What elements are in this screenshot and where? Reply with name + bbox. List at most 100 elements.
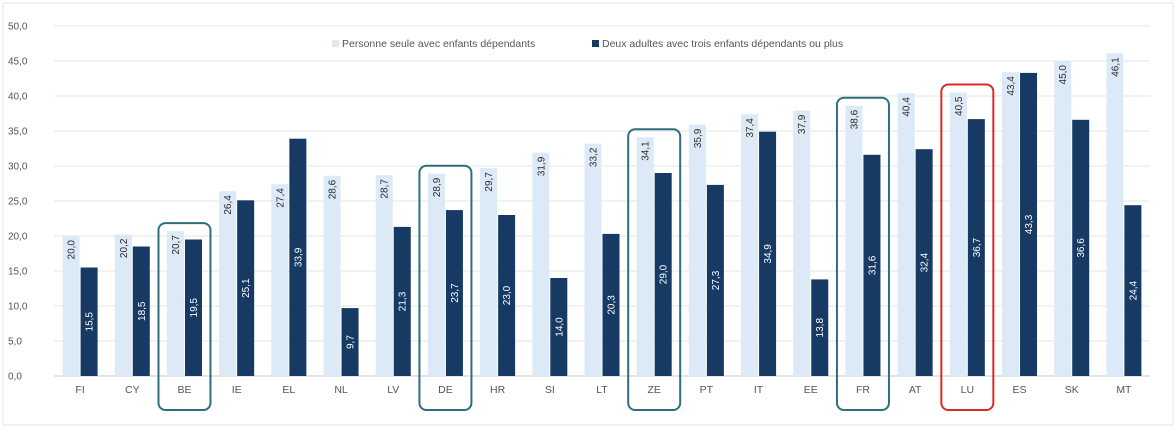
value-label-ze-series-0: 34,1 (641, 141, 652, 161)
bar-pt-series-1 (706, 184, 724, 376)
value-label-be-series-1: 19,5 (189, 298, 200, 318)
legend-swatch-0 (332, 40, 339, 47)
y-tick-label: 45,0 (8, 57, 28, 68)
x-axis: FI CY BE IE EL NL LV DE HR SI LT ZE PT IT EE FR AT LU ES SK… (75, 384, 1132, 396)
bar-si-series-0 (532, 152, 550, 376)
value-label-lu-series-1: 36,7 (972, 237, 983, 257)
value-label-be-series-0: 20,7 (171, 235, 182, 255)
bar-lt-series-0 (584, 143, 602, 376)
value-label-pt-series-1: 27,3 (711, 270, 722, 290)
y-tick-label: 15,0 (8, 267, 28, 278)
x-tick-label-it: IT (754, 384, 764, 396)
value-label-ie-series-0: 26,4 (223, 195, 234, 215)
value-label-lt-series-0: 33,2 (589, 147, 600, 167)
x-tick-label-ee: EE (804, 384, 818, 396)
value-label-si-series-1: 14,0 (554, 317, 565, 337)
value-label-hr-series-0: 29,7 (484, 172, 495, 192)
bar-fr-series-0 (845, 105, 863, 377)
x-tick-label-pt: PT (700, 384, 714, 396)
bar-fi-series-1 (80, 267, 98, 376)
highlight-box-be (157, 222, 212, 411)
y-tick-label: 25,0 (8, 197, 28, 208)
x-tick-label-lu: LU (961, 384, 974, 396)
bar-ie-series-0 (219, 191, 237, 376)
value-label-el-series-1: 33,9 (293, 247, 304, 267)
bar-hr-series-1 (498, 215, 516, 376)
x-tick-label-de: DE (438, 384, 453, 396)
bar-sk-series-1 (1072, 119, 1090, 377)
bar-el-series-0 (271, 184, 289, 376)
x-tick-label-hr: HR (490, 384, 506, 396)
value-label-sk-series-0: 45,0 (1058, 65, 1069, 85)
legend-label-0: Personne seule avec enfants dépendants (342, 38, 535, 50)
value-label-cy-series-0: 20,2 (119, 238, 130, 258)
value-label-lu-series-0: 40,5 (954, 96, 965, 116)
x-tick-label-lv: LV (387, 384, 399, 396)
value-label-hr-series-1: 23,0 (502, 285, 513, 305)
bar-nl-series-0 (323, 175, 341, 376)
bar-at-series-1 (915, 149, 933, 376)
legend-swatch-1 (592, 40, 599, 47)
bar-fi-series-0 (62, 236, 80, 376)
value-label-ze-series-1: 29,0 (659, 264, 670, 284)
bar-nl-series-1 (341, 308, 359, 376)
grid-lines (54, 25, 1150, 377)
x-tick-label-es: ES (1013, 384, 1027, 396)
y-tick-label: 20,0 (8, 232, 28, 243)
y-tick-label: 10,0 (8, 302, 28, 313)
value-label-it-series-1: 34,9 (763, 244, 774, 264)
bar-mt-series-0 (1106, 53, 1124, 377)
value-label-fr-series-0: 38,6 (849, 109, 860, 129)
bar-ie-series-1 (237, 200, 255, 376)
value-label-fi-series-1: 15,5 (85, 312, 96, 332)
value-label-cy-series-1: 18,5 (137, 301, 148, 321)
value-label-ee-series-1: 13,8 (815, 318, 826, 338)
value-label-es-series-0: 43,4 (1006, 76, 1017, 96)
x-tick-label-el: EL (282, 384, 295, 396)
value-labels: 20,0 15,5 20,2 18,5 20,7 19,5 26,4 25,1 27,4 33,9… (67, 57, 1140, 349)
value-label-fr-series-1: 31,6 (867, 255, 878, 275)
bar-el-series-1 (289, 138, 307, 376)
x-tick-label-ie: IE (232, 384, 242, 396)
bar-it-series-0 (741, 114, 759, 376)
y-axis: 0,0 5,0 10,0 15,0 20,0 25,0 30,0 35,0 40,0 45,0 50… (8, 22, 28, 383)
x-tick-label-sk: SK (1065, 384, 1079, 396)
x-tick-label-at: AT (909, 384, 922, 396)
bar-de-series-0 (427, 173, 445, 376)
bar-es-series-1 (1020, 72, 1038, 377)
value-label-lt-series-1: 20,3 (607, 295, 618, 315)
x-tick-label-si: SI (545, 384, 555, 396)
bar-at-series-0 (897, 93, 915, 376)
bar-fr-series-1 (863, 154, 881, 376)
legend-label-1: Deux adultes avec trois enfants dépendan… (602, 38, 843, 50)
bar-ze-series-0 (636, 137, 654, 376)
bar-lv-series-1 (393, 226, 411, 376)
value-label-de-series-1: 23,7 (450, 283, 461, 303)
value-label-si-series-0: 31,9 (536, 156, 547, 176)
bar-it-series-1 (759, 131, 777, 376)
bar-de-series-1 (445, 210, 463, 376)
bar-cy-series-1 (132, 246, 150, 376)
bars (62, 53, 1142, 377)
value-label-ie-series-1: 25,1 (241, 278, 252, 298)
bar-cy-series-0 (114, 234, 132, 376)
bar-ze-series-1 (654, 173, 672, 376)
y-tick-label: 35,0 (8, 127, 28, 138)
bar-lu-series-1 (967, 119, 985, 376)
highlight-box-de (418, 164, 473, 411)
y-tick-label: 5,0 (8, 337, 22, 348)
bar-pt-series-0 (688, 124, 706, 376)
value-label-mt-series-0: 46,1 (1110, 57, 1121, 77)
bar-ee-series-0 (793, 110, 811, 376)
bar-sk-series-0 (1054, 61, 1072, 376)
legend: Personne seule avec enfants dépendants D… (332, 38, 843, 50)
value-label-lv-series-0: 28,7 (380, 179, 391, 199)
x-tick-label-fi: FI (75, 384, 84, 396)
x-tick-label-fr: FR (856, 384, 870, 396)
x-tick-label-lt: LT (596, 384, 608, 396)
value-label-mt-series-1: 24,4 (1128, 280, 1139, 300)
value-label-nl-series-0: 28,6 (328, 179, 339, 199)
x-tick-label-ze: ZE (647, 384, 660, 396)
highlight-boxes (157, 83, 995, 412)
